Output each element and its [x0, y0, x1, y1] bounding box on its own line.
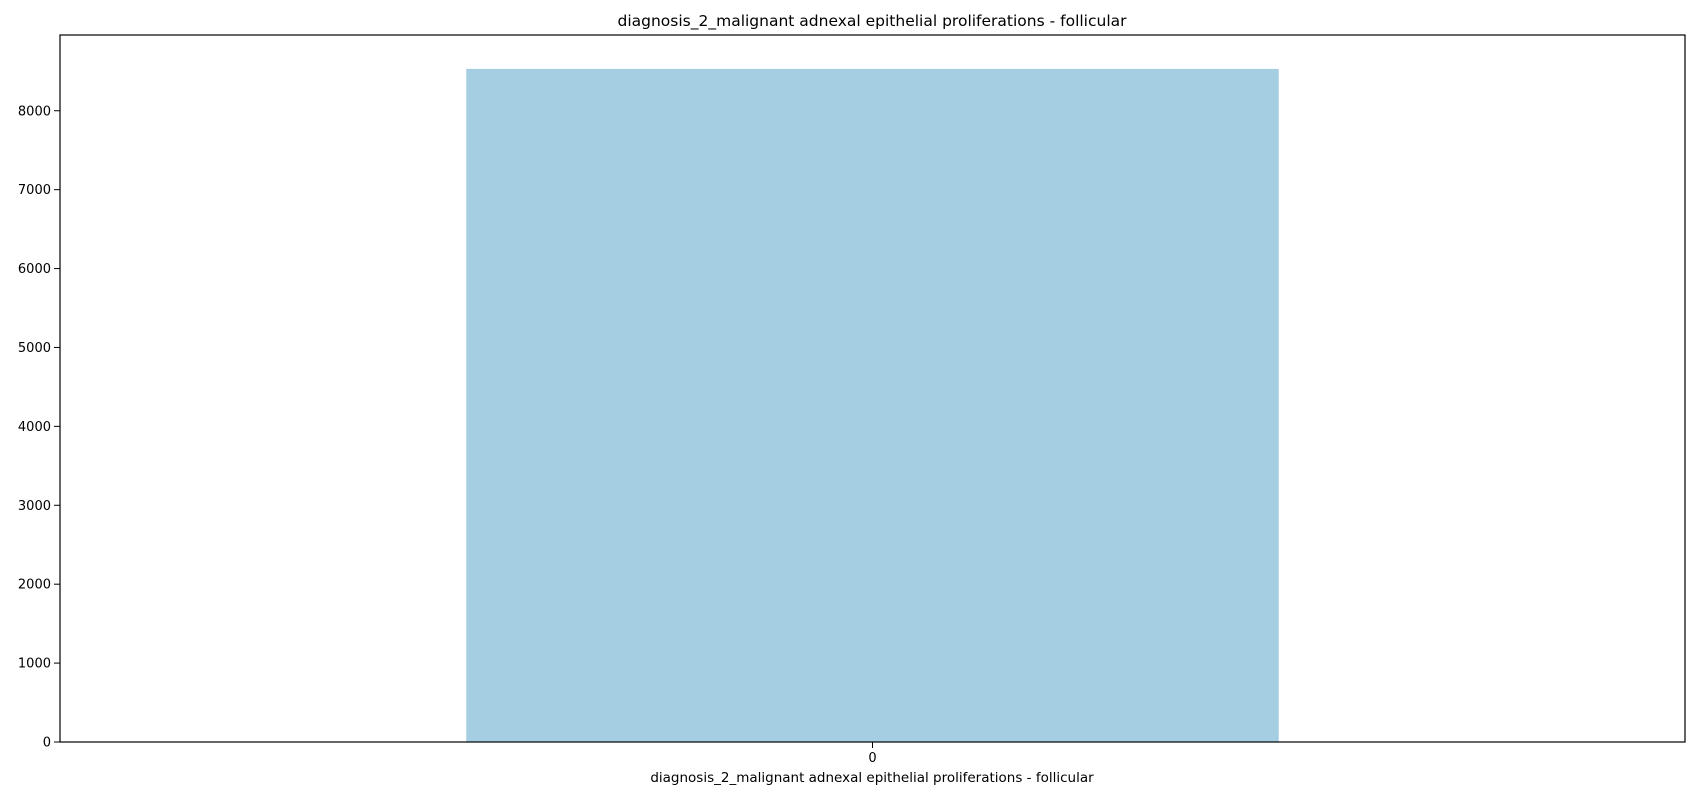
y-tick-label: 2000: [18, 578, 51, 593]
y-tick-label: 6000: [18, 262, 51, 277]
bar-0: [466, 68, 1279, 743]
bars-layer: [466, 68, 1279, 743]
y-axis: 0 1000 2000 3000 4000 5000 6000 7000 8000: [18, 104, 60, 751]
y-tick-label: 7000: [18, 183, 51, 198]
y-tick-label: 5000: [18, 341, 51, 356]
x-tick-label: 0: [868, 751, 876, 766]
y-tick-label: 3000: [18, 499, 51, 514]
chart-title: diagnosis_2_malignant adnexal epithelial…: [617, 12, 1127, 31]
y-tick-label: 1000: [18, 657, 51, 672]
x-axis: 0: [868, 742, 877, 766]
y-tick-label: 4000: [18, 420, 51, 435]
x-axis-label: diagnosis_2_malignant adnexal epithelial…: [650, 770, 1094, 786]
plot-frame: [59, 34, 1686, 743]
y-tick-label: 8000: [18, 104, 51, 119]
y-tick-label: 0: [43, 736, 51, 751]
